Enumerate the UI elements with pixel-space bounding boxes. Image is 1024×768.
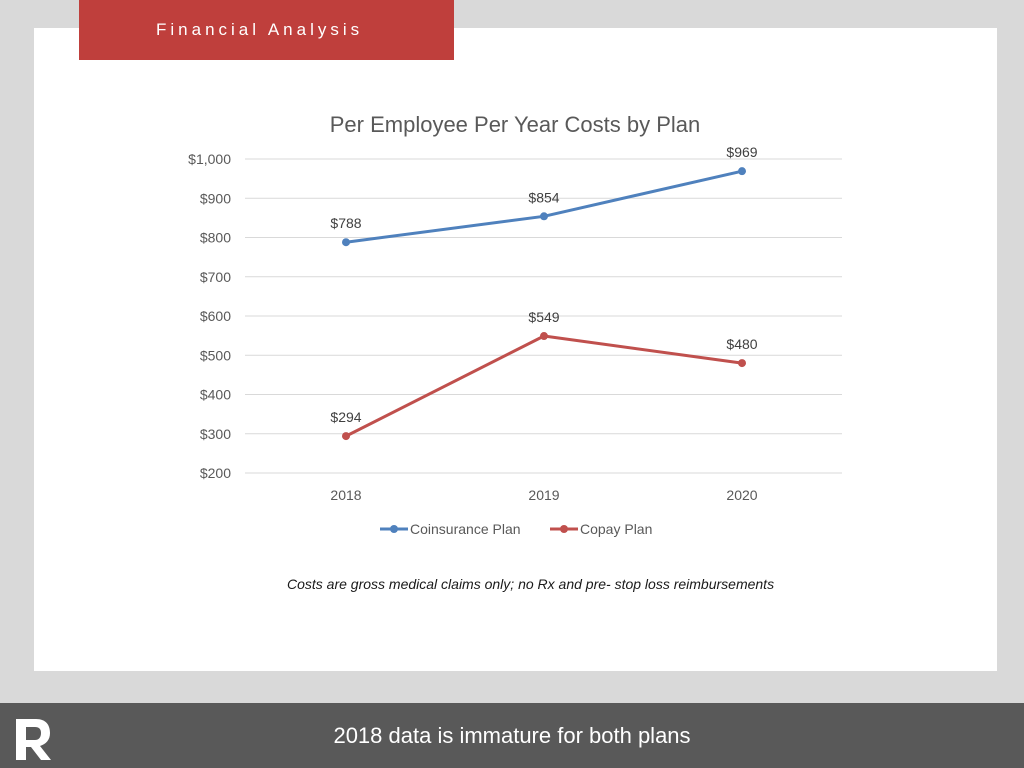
legend-label: Copay Plan: [580, 521, 652, 537]
y-tick-label: $500: [200, 347, 231, 363]
series-line-copay: [344, 334, 744, 438]
y-tick-label: $900: [200, 190, 231, 206]
y-tick-label: $600: [200, 308, 231, 324]
legend-label: Coinsurance Plan: [410, 521, 521, 537]
y-tick-label: $300: [200, 426, 231, 442]
data-point: [738, 359, 746, 368]
y-tick-label: $400: [200, 387, 231, 403]
series-line-coinsurance: [344, 169, 744, 244]
data-label: $854: [528, 189, 559, 205]
y-tick-label: $1,000: [188, 151, 231, 167]
x-tick-label: 2020: [726, 487, 757, 503]
chart-title: Per Employee Per Year Costs by Plan: [330, 112, 701, 137]
data-point: [540, 212, 548, 221]
data-label: $480: [726, 336, 757, 352]
data-label: $294: [330, 409, 361, 425]
section-header-title: Financial Analysis: [156, 20, 364, 39]
r-logo-icon: [16, 719, 51, 760]
chart-footnote: Costs are gross medical claims only; no …: [287, 576, 775, 592]
y-tick-label: $200: [200, 465, 231, 481]
data-point: [342, 238, 350, 247]
data-point: [540, 332, 548, 341]
x-tick-label: 2018: [330, 487, 361, 503]
x-tick-label: 2019: [528, 487, 559, 503]
legend-marker: [390, 525, 398, 533]
legend-marker: [560, 525, 568, 533]
y-tick-label: $700: [200, 269, 231, 285]
data-point: [738, 167, 746, 176]
data-point: [342, 432, 350, 441]
section-header-tab: Financial Analysis: [79, 0, 454, 60]
footer-bar: 2018 data is immature for both plans: [0, 703, 1024, 768]
footer-message: 2018 data is immature for both plans: [333, 722, 691, 748]
data-label: $549: [528, 309, 559, 325]
data-label: $969: [726, 144, 757, 160]
data-label: $788: [330, 215, 361, 231]
y-tick-label: $800: [200, 230, 231, 246]
